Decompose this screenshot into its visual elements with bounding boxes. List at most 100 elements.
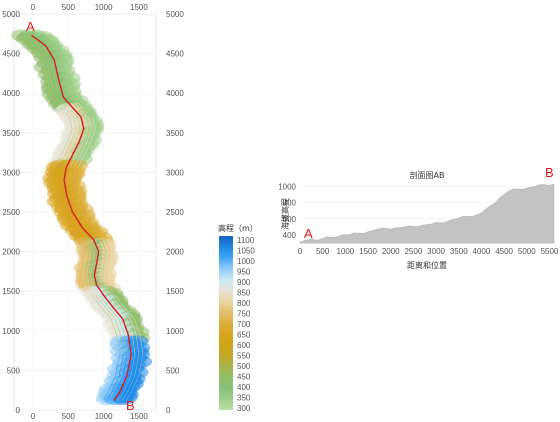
contour-line — [64, 211, 75, 228]
contour-line — [73, 154, 81, 168]
contour-line — [115, 375, 124, 392]
contour-line — [70, 128, 77, 143]
contour-line — [106, 391, 113, 401]
contour-line — [74, 128, 81, 143]
contour-line — [100, 306, 112, 320]
contour-line — [71, 167, 75, 181]
contour-line — [82, 263, 86, 276]
contour-line — [62, 154, 69, 168]
contour-line — [84, 251, 88, 264]
map-y-tick-left: 0 — [16, 406, 21, 415]
map-x-ticks-top: 0 500 1000 1500 — [31, 3, 149, 12]
map-x-tick-bottom: 1500 — [130, 412, 148, 421]
contour-line — [116, 334, 120, 355]
map-y-tick-left: 3500 — [2, 129, 20, 138]
contour-line — [60, 142, 68, 156]
profile-y-tick: 400 — [283, 231, 297, 240]
contour-line — [104, 251, 107, 264]
contour-line — [68, 107, 78, 118]
contour-line — [125, 391, 132, 401]
contour-line — [76, 107, 86, 118]
contour-line — [107, 375, 116, 392]
contour-line — [115, 295, 125, 308]
profile-y-ticks: 400 600 800 1000 — [278, 182, 296, 239]
contour-line — [68, 211, 79, 228]
contour-line — [56, 180, 60, 197]
contour-line — [59, 180, 64, 197]
contour-line — [86, 128, 92, 143]
contour-line — [37, 45, 47, 61]
contour-line — [127, 375, 135, 392]
contour-line — [134, 318, 141, 335]
contour-line — [51, 81, 56, 98]
contour-line — [70, 196, 77, 213]
contour-line — [104, 306, 116, 320]
contour-line — [95, 295, 106, 308]
contour-line — [70, 96, 81, 108]
contour-line — [46, 59, 52, 82]
contour-line — [117, 391, 124, 401]
map-y-tick-left: 2000 — [2, 248, 20, 257]
legend-label: 750 — [237, 310, 251, 319]
contour-line — [97, 239, 103, 252]
contour-line — [90, 263, 93, 276]
map-panel: 0 500 1000 1500 0 500 1000 1500 0 500 1000 1500 20… — [2, 3, 184, 421]
contour-line — [111, 295, 121, 308]
contour-line — [83, 211, 95, 228]
contour-line — [78, 227, 91, 240]
contour-line — [70, 81, 76, 98]
contour-line — [39, 35, 54, 46]
profile-x-tick: 2500 — [404, 247, 422, 256]
profile-y-tick: 1000 — [278, 182, 296, 191]
contour-line — [83, 142, 91, 156]
legend-label: 1100 — [237, 236, 255, 245]
contour-line — [66, 81, 72, 98]
legend-label: 550 — [237, 352, 251, 361]
legend-label: 300 — [237, 404, 251, 413]
contour-line — [60, 107, 70, 118]
contour-line — [49, 45, 59, 61]
contour-line — [124, 334, 128, 355]
contour-line — [64, 142, 72, 156]
profile-x-ticks: 0 500 1000 1500 2000 2500 3000 3500 4000 4500 5000… — [298, 247, 559, 256]
contour-line — [41, 45, 51, 61]
contour-line — [90, 275, 93, 285]
contour-line — [64, 107, 74, 118]
contour-line — [65, 59, 72, 82]
contour-line — [75, 180, 79, 197]
contour-line — [56, 167, 59, 181]
profile-x-tick: 1000 — [336, 247, 354, 256]
contour-line — [50, 59, 56, 82]
contour-line — [85, 239, 92, 252]
map-x-tick-bottom: 0 — [31, 412, 36, 421]
contour-line — [120, 334, 124, 355]
map-y-tick-right: 1000 — [166, 327, 184, 336]
contour-line — [115, 354, 120, 376]
contour-line — [90, 227, 102, 240]
legend-label: 600 — [237, 341, 251, 350]
contour-line — [92, 251, 96, 264]
contour-line — [59, 96, 69, 108]
map-y-tick-right: 4000 — [166, 89, 184, 98]
contour-line — [86, 275, 90, 285]
contour-line — [88, 284, 97, 296]
contour-line — [75, 167, 79, 181]
profile-panel: 剖面图AB 海拔高程 距离和位置 0 500 1000 1500 2000 2500 300… — [278, 165, 559, 270]
contour-line — [73, 116, 77, 129]
contour-line — [124, 306, 135, 320]
map-x-tick-bottom: 500 — [62, 412, 76, 421]
profile-y-tick: 600 — [283, 215, 297, 224]
contour-line — [55, 196, 62, 213]
contour-line — [33, 45, 43, 61]
legend-label: 900 — [237, 278, 251, 287]
contour-line — [107, 295, 117, 308]
map-y-tick-left: 5000 — [2, 10, 20, 19]
contour-line — [42, 59, 48, 82]
contour-line — [100, 251, 103, 264]
contour-line — [98, 275, 101, 285]
contour-line — [90, 128, 96, 143]
contour-line — [70, 227, 83, 240]
contour-line — [61, 59, 68, 82]
